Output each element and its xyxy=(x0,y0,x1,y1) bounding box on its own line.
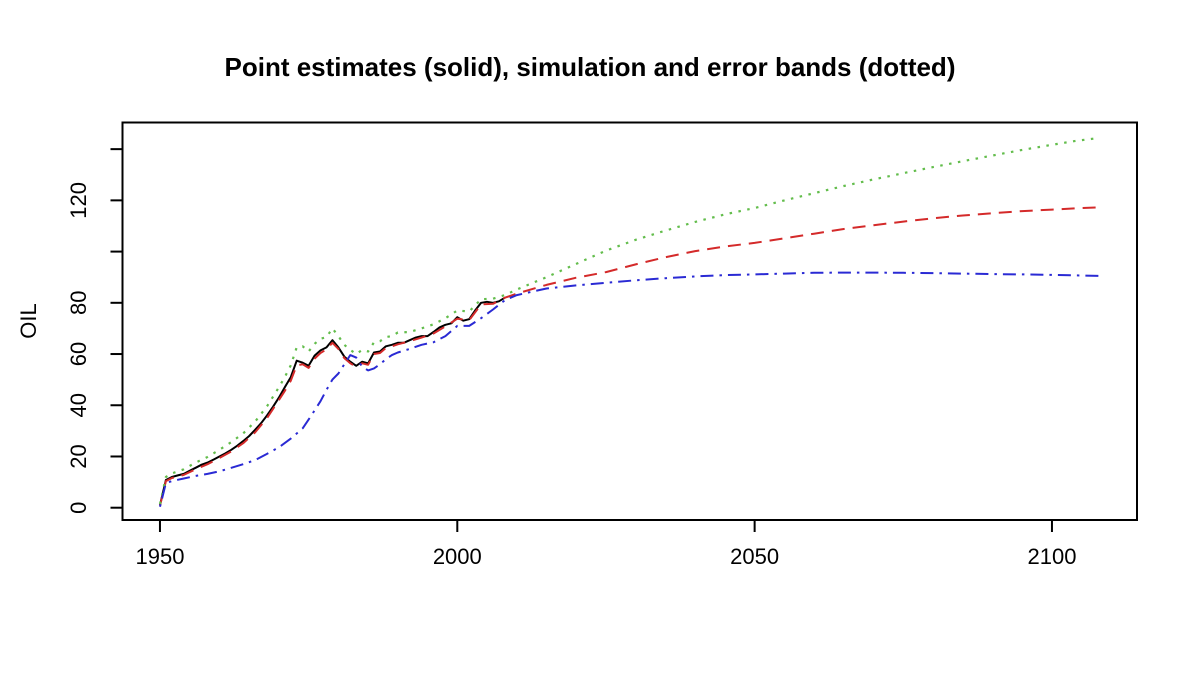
y-tick-label: 20 xyxy=(66,444,91,468)
y-tick-label: 120 xyxy=(66,182,91,219)
x-tick-label: 1950 xyxy=(135,544,184,569)
y-tick-label: 40 xyxy=(66,393,91,417)
y-tick-label: 80 xyxy=(66,291,91,315)
series-line-lower-error-band xyxy=(159,271,1100,507)
x-tick-label: 2000 xyxy=(433,544,482,569)
series-line-upper-error-band xyxy=(158,136,1100,505)
series-lines xyxy=(158,136,1100,507)
y-tick-label: 60 xyxy=(66,342,91,366)
series-line-simulation-median xyxy=(159,206,1100,506)
series-line-point-estimates-historical xyxy=(159,296,506,506)
x-tick-label: 2050 xyxy=(730,544,779,569)
x-tick-label: 2100 xyxy=(1027,544,1076,569)
y-axis-label: OIL xyxy=(16,303,41,338)
axes: 1950 2000 2050 2100 0 20 40 60 80 120 xyxy=(66,148,1076,569)
plot-border xyxy=(121,121,1138,521)
y-tick-label: 0 xyxy=(66,502,91,514)
chart-title: Point estimates (solid), simulation and … xyxy=(225,52,956,82)
